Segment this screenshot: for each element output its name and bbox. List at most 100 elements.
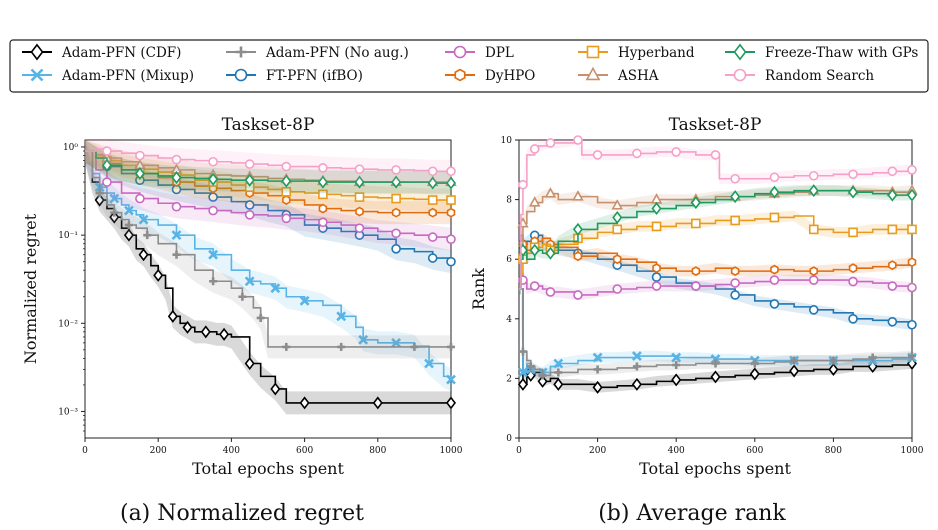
- data-point: [691, 218, 701, 229]
- data-point: [887, 166, 898, 177]
- data-point: [354, 164, 365, 174]
- y-tick-label: 10⁻²: [58, 319, 78, 329]
- data-point: [427, 166, 438, 177]
- data-point: [710, 354, 721, 364]
- data-point: [391, 193, 401, 204]
- confidence-band: [519, 283, 912, 381]
- data-point: [143, 231, 152, 240]
- data-point: [372, 396, 383, 410]
- data-point: [612, 210, 623, 224]
- data-point: [270, 382, 281, 396]
- legend-item-adam-pfn-cdf: Adam-PFN (CDF): [22, 43, 181, 61]
- data-point: [517, 377, 528, 391]
- data-point: [769, 275, 780, 285]
- data-point: [887, 188, 898, 202]
- series-line: [85, 150, 451, 184]
- legend-marker-circle: [453, 45, 467, 59]
- legend-label: Adam-PFN (Mixup): [61, 68, 194, 84]
- data-point: [612, 284, 623, 294]
- data-point: [848, 185, 859, 199]
- series-random-search: [85, 140, 456, 183]
- data-point: [318, 189, 328, 200]
- data-point: [447, 342, 455, 351]
- data-point: [94, 193, 105, 207]
- data-point: [445, 176, 457, 190]
- y-axis-label: Rank: [469, 268, 488, 310]
- x-tick-label: 800: [369, 446, 386, 456]
- data-point: [200, 325, 211, 339]
- x-tick-label: 0: [82, 446, 88, 456]
- x-tick-label: 1000: [901, 446, 924, 456]
- data-point: [135, 150, 145, 161]
- legend-item-asha: ASHA: [578, 66, 659, 84]
- data-point: [208, 172, 219, 186]
- y-tick-label: 10⁻³: [58, 407, 78, 417]
- data-point: [730, 290, 740, 300]
- data-point: [391, 207, 401, 218]
- data-point: [318, 217, 328, 228]
- legend-label: Hyperband: [618, 45, 695, 61]
- data-point: [553, 358, 564, 369]
- data-point: [848, 227, 858, 238]
- data-point: [887, 224, 898, 235]
- data-point: [427, 195, 438, 205]
- series-freeze-thaw-with-gps: [85, 140, 457, 195]
- data-point: [138, 214, 149, 225]
- data-point: [730, 278, 740, 288]
- data-point: [790, 356, 799, 365]
- legend-label: Adam-PFN (CDF): [61, 45, 181, 61]
- data-point: [244, 173, 255, 187]
- y-tick-label: 2: [506, 374, 512, 384]
- data-point: [887, 281, 898, 291]
- data-point: [652, 263, 661, 274]
- data-point: [671, 373, 682, 387]
- legend: Adam-PFN (CDF) Adam-PFN (Mixup) Adam-PFN (…: [9, 39, 929, 93]
- data-point: [789, 364, 800, 378]
- data-point: [172, 250, 181, 259]
- y-tick-label: 6: [506, 255, 512, 265]
- data-point: [446, 195, 456, 205]
- data-point: [690, 196, 701, 210]
- data-point: [410, 342, 419, 351]
- data-point: [593, 365, 602, 374]
- data-point: [167, 309, 178, 323]
- data-point: [428, 207, 437, 218]
- data-point: [270, 283, 281, 294]
- x-tick-label: 1000: [440, 446, 463, 456]
- data-point: [95, 189, 104, 198]
- data-point: [529, 144, 540, 154]
- data-point: [171, 201, 182, 212]
- data-point: [282, 342, 291, 351]
- data-point: [907, 224, 917, 235]
- legend-marker-square: [586, 45, 600, 59]
- data-point: [553, 377, 564, 391]
- data-point: [848, 276, 858, 287]
- data-point: [730, 190, 741, 204]
- legend-item-ft-pfn-ifbo: FT-PFN (ifBO): [226, 68, 363, 84]
- data-point: [529, 281, 540, 291]
- data-point: [182, 320, 193, 334]
- data-point: [391, 175, 402, 189]
- data-point: [299, 295, 310, 306]
- data-point: [691, 281, 701, 291]
- data-point: [868, 353, 877, 362]
- legend-marker-circle: [234, 68, 248, 82]
- data-point: [848, 169, 858, 180]
- data-point: [171, 171, 182, 185]
- data-point: [124, 221, 133, 230]
- x-tick-label: 600: [746, 446, 763, 456]
- data-point: [134, 167, 145, 181]
- data-point: [808, 184, 819, 198]
- y-tick-label: 4: [506, 315, 512, 325]
- data-point: [769, 185, 780, 199]
- data-point: [135, 193, 145, 204]
- data-point: [592, 150, 603, 160]
- data-point: [208, 156, 218, 167]
- data-point: [208, 249, 219, 260]
- data-point: [808, 224, 819, 235]
- data-point: [244, 159, 255, 169]
- data-point: [153, 268, 164, 282]
- data-point: [209, 277, 218, 286]
- data-point: [592, 380, 603, 394]
- data-point: [537, 374, 548, 388]
